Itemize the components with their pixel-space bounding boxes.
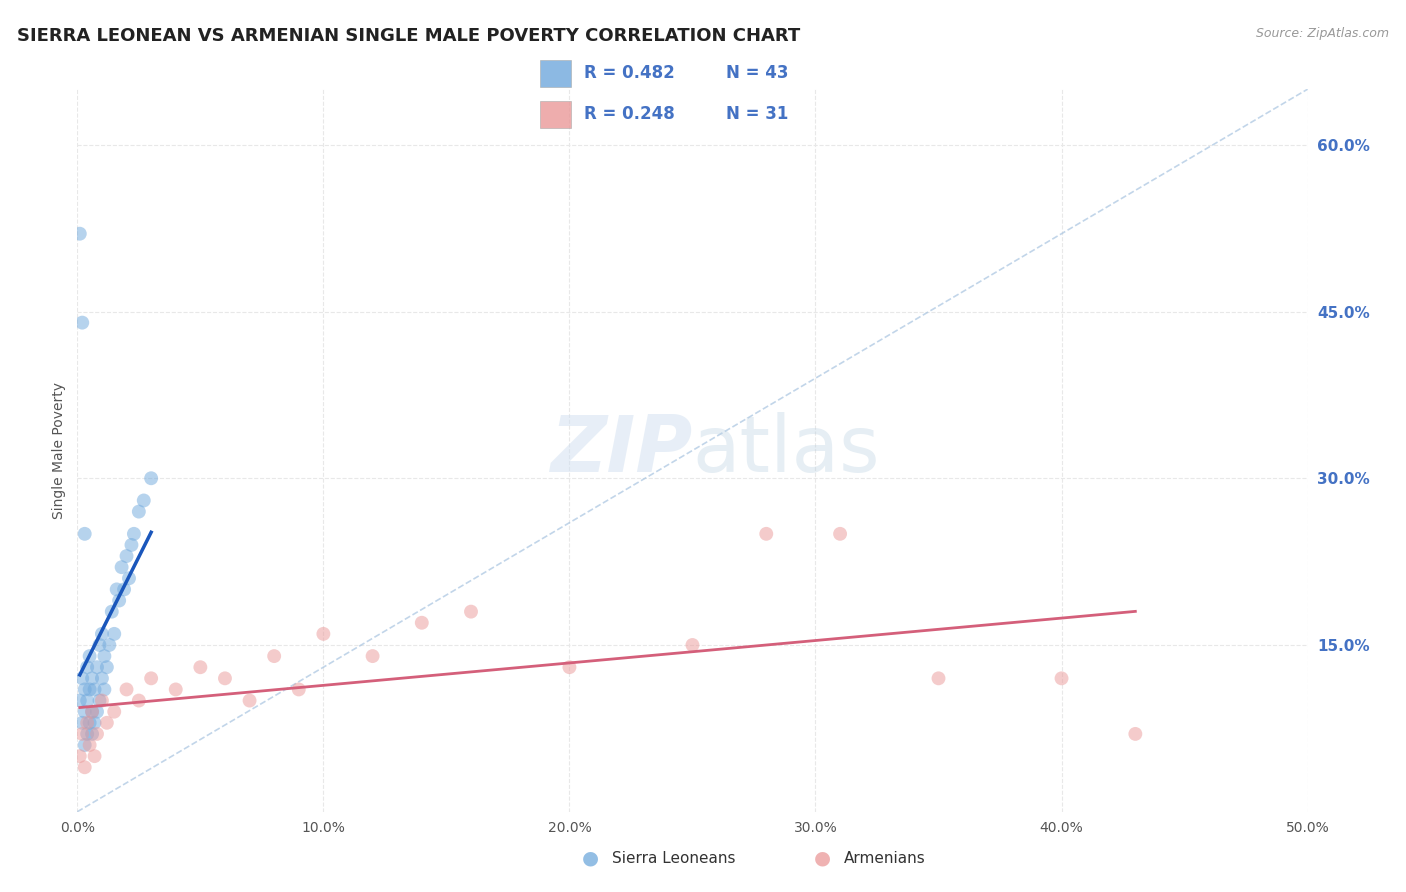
Point bbox=[105, 582, 128, 597]
Point bbox=[82, 671, 104, 685]
Point bbox=[76, 715, 98, 730]
Point bbox=[86, 727, 108, 741]
Text: ZIP: ZIP bbox=[550, 412, 693, 489]
Point bbox=[239, 693, 262, 707]
Point bbox=[121, 538, 143, 552]
Point bbox=[411, 615, 433, 630]
Point bbox=[79, 738, 101, 752]
Text: Armenians: Armenians bbox=[844, 851, 925, 865]
Point bbox=[682, 638, 704, 652]
Text: R = 0.248: R = 0.248 bbox=[583, 105, 675, 123]
FancyBboxPatch shape bbox=[540, 60, 571, 87]
Point bbox=[93, 682, 115, 697]
Point bbox=[165, 682, 187, 697]
Text: atlas: atlas bbox=[693, 412, 880, 489]
Point bbox=[73, 682, 96, 697]
Point bbox=[86, 660, 108, 674]
Text: R = 0.482: R = 0.482 bbox=[583, 64, 675, 82]
FancyBboxPatch shape bbox=[540, 101, 571, 128]
Point bbox=[73, 705, 96, 719]
Point bbox=[69, 749, 91, 764]
Point bbox=[83, 715, 105, 730]
Point bbox=[93, 649, 115, 664]
Point bbox=[70, 316, 93, 330]
Point bbox=[83, 749, 105, 764]
Point bbox=[69, 227, 91, 241]
Point bbox=[79, 649, 101, 664]
Point bbox=[141, 471, 163, 485]
Point bbox=[1125, 727, 1147, 741]
Point bbox=[86, 705, 108, 719]
Point bbox=[70, 727, 93, 741]
Point bbox=[70, 671, 93, 685]
Point bbox=[96, 715, 118, 730]
Point bbox=[76, 660, 98, 674]
Text: ●: ● bbox=[582, 848, 599, 868]
Point bbox=[128, 693, 150, 707]
Point bbox=[79, 682, 101, 697]
Point bbox=[111, 560, 132, 574]
Point bbox=[76, 693, 98, 707]
Point bbox=[361, 649, 384, 664]
Point bbox=[108, 593, 131, 607]
Point bbox=[103, 705, 125, 719]
Point bbox=[115, 549, 138, 563]
Text: SIERRA LEONEAN VS ARMENIAN SINGLE MALE POVERTY CORRELATION CHART: SIERRA LEONEAN VS ARMENIAN SINGLE MALE P… bbox=[17, 27, 800, 45]
Text: N = 43: N = 43 bbox=[725, 64, 789, 82]
Point bbox=[89, 693, 111, 707]
Point bbox=[214, 671, 236, 685]
Point bbox=[112, 582, 135, 597]
Point bbox=[90, 627, 114, 641]
Text: N = 31: N = 31 bbox=[725, 105, 789, 123]
Point bbox=[103, 627, 125, 641]
Point bbox=[73, 738, 96, 752]
Point bbox=[70, 715, 93, 730]
Text: Source: ZipAtlas.com: Source: ZipAtlas.com bbox=[1256, 27, 1389, 40]
Text: Sierra Leoneans: Sierra Leoneans bbox=[612, 851, 735, 865]
Point bbox=[79, 715, 101, 730]
Point bbox=[1050, 671, 1073, 685]
Point bbox=[101, 605, 124, 619]
Point bbox=[755, 526, 778, 541]
Point bbox=[830, 526, 852, 541]
Point bbox=[558, 660, 581, 674]
Point bbox=[928, 671, 950, 685]
Point bbox=[128, 505, 150, 519]
Point bbox=[69, 693, 91, 707]
Point bbox=[263, 649, 285, 664]
Point bbox=[73, 526, 96, 541]
Point bbox=[141, 671, 163, 685]
Point bbox=[122, 526, 145, 541]
Point bbox=[288, 682, 311, 697]
Point bbox=[82, 705, 104, 719]
Point bbox=[90, 671, 114, 685]
Point bbox=[115, 682, 138, 697]
Point bbox=[132, 493, 155, 508]
Point bbox=[188, 660, 212, 674]
Point bbox=[312, 627, 335, 641]
Point bbox=[460, 605, 482, 619]
Point bbox=[82, 727, 104, 741]
Point bbox=[73, 760, 96, 774]
Point bbox=[118, 571, 141, 585]
Point bbox=[82, 705, 104, 719]
Point bbox=[98, 638, 121, 652]
Point bbox=[76, 727, 98, 741]
Y-axis label: Single Male Poverty: Single Male Poverty bbox=[52, 382, 66, 519]
Point bbox=[89, 638, 111, 652]
Point bbox=[83, 682, 105, 697]
Text: ●: ● bbox=[814, 848, 831, 868]
Point bbox=[96, 660, 118, 674]
Point bbox=[90, 693, 114, 707]
